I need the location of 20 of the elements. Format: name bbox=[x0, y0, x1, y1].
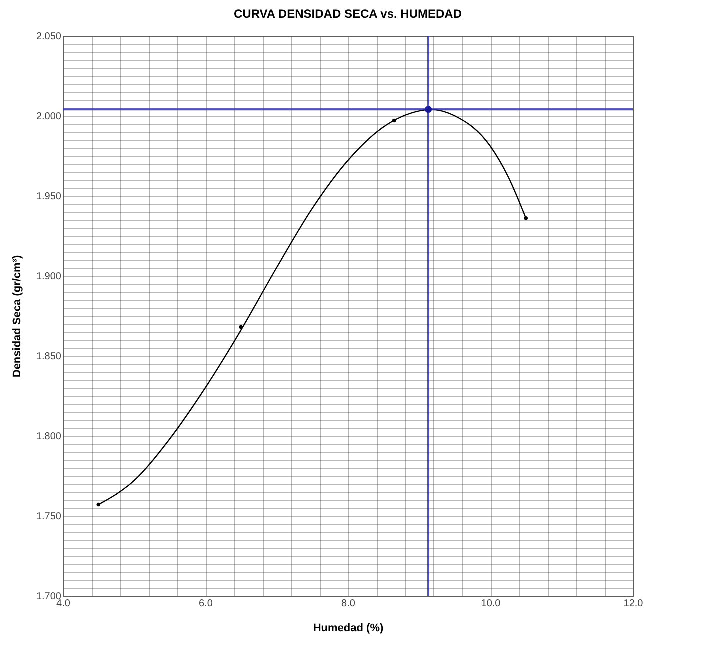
y-tick-label: 1.750 bbox=[36, 512, 62, 522]
x-axis-title: Humedad (%) bbox=[313, 622, 384, 634]
point bbox=[239, 325, 243, 330]
y-tick-label: 1.950 bbox=[36, 192, 62, 202]
y-axis-title: Densidad Seca (gr/cm³) bbox=[11, 255, 24, 378]
point bbox=[424, 106, 432, 114]
y-tick-label: 2.050 bbox=[36, 32, 62, 42]
y-tick-label: 1.900 bbox=[36, 272, 62, 282]
x-tick-label: 6.0 bbox=[199, 598, 214, 610]
chart-title: CURVA DENSIDAD SECA vs. HUMEDAD bbox=[234, 7, 462, 21]
point bbox=[392, 118, 396, 123]
x-tick-label: 10.0 bbox=[481, 598, 502, 610]
point bbox=[96, 502, 100, 507]
x-tick-label: 12.0 bbox=[624, 598, 644, 610]
x-tick-label: 8.0 bbox=[342, 598, 356, 610]
point bbox=[524, 216, 528, 220]
y-tick-label: 1.850 bbox=[36, 352, 62, 362]
y-tick-label: 2.000 bbox=[36, 112, 62, 122]
x-tick-label: 4.0 bbox=[56, 598, 71, 610]
y-tick-label: 1.800 bbox=[36, 432, 62, 442]
